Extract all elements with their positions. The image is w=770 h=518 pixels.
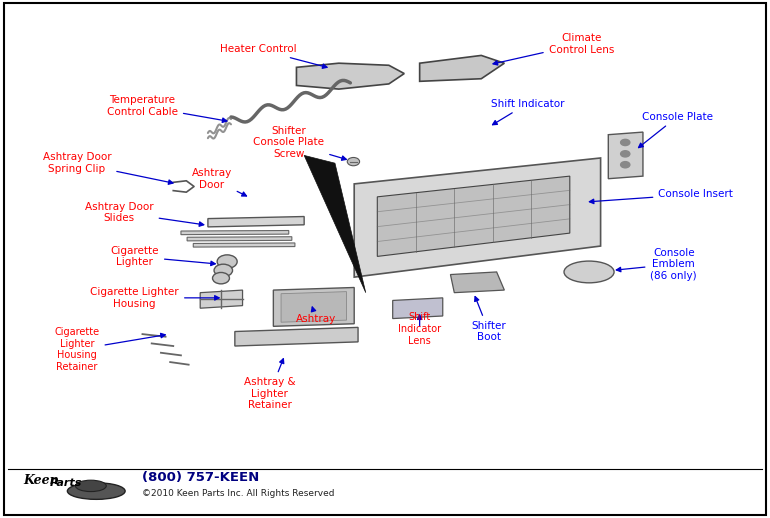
Polygon shape xyxy=(450,272,504,293)
Polygon shape xyxy=(420,55,504,81)
Polygon shape xyxy=(377,176,570,256)
Polygon shape xyxy=(187,237,292,241)
Circle shape xyxy=(214,264,233,277)
Ellipse shape xyxy=(564,261,614,283)
Text: Ashtray: Ashtray xyxy=(296,307,336,324)
Circle shape xyxy=(621,139,630,146)
Polygon shape xyxy=(193,243,295,247)
Polygon shape xyxy=(393,298,443,319)
Text: Ashtray &
Lighter
Retainer: Ashtray & Lighter Retainer xyxy=(243,358,296,410)
Polygon shape xyxy=(608,132,643,179)
Text: Cigarette
Lighter
Housing
Retainer: Cigarette Lighter Housing Retainer xyxy=(55,327,166,372)
Text: (800) 757-KEEN: (800) 757-KEEN xyxy=(142,471,259,484)
Polygon shape xyxy=(208,217,304,227)
Ellipse shape xyxy=(75,480,106,492)
Circle shape xyxy=(217,255,237,268)
Text: Cigarette Lighter
Housing: Cigarette Lighter Housing xyxy=(90,287,219,309)
Text: Console Plate: Console Plate xyxy=(638,111,713,148)
Circle shape xyxy=(621,162,630,168)
Text: Cigarette
Lighter: Cigarette Lighter xyxy=(111,246,216,267)
Polygon shape xyxy=(181,231,289,235)
Text: Temperature
Control Cable: Temperature Control Cable xyxy=(107,95,227,122)
Text: Shift
Indicator
Lens: Shift Indicator Lens xyxy=(398,312,441,346)
Text: Ashtray Door
Spring Clip: Ashtray Door Spring Clip xyxy=(42,152,173,184)
Polygon shape xyxy=(296,63,404,89)
Polygon shape xyxy=(354,158,601,277)
Text: Ashtray Door
Slides: Ashtray Door Slides xyxy=(85,202,204,226)
Polygon shape xyxy=(235,327,358,346)
Text: Shifter
Console Plate
Screw: Shifter Console Plate Screw xyxy=(253,126,346,160)
Text: Shifter
Boot: Shifter Boot xyxy=(471,296,507,342)
Text: ©2010 Keen Parts Inc. All Rights Reserved: ©2010 Keen Parts Inc. All Rights Reserve… xyxy=(142,488,335,498)
Text: Console
Emblem
(86 only): Console Emblem (86 only) xyxy=(616,248,697,281)
Ellipse shape xyxy=(68,483,125,499)
Text: Keen: Keen xyxy=(23,474,59,487)
Text: Parts: Parts xyxy=(50,478,82,488)
Text: Heater Control: Heater Control xyxy=(219,44,327,68)
Text: Console Insert: Console Insert xyxy=(589,189,733,204)
Polygon shape xyxy=(281,292,346,322)
Polygon shape xyxy=(304,155,366,293)
Polygon shape xyxy=(200,290,243,308)
Circle shape xyxy=(621,151,630,157)
Polygon shape xyxy=(273,287,354,326)
Text: Climate
Control Lens: Climate Control Lens xyxy=(493,33,614,65)
Text: Shift Indicator: Shift Indicator xyxy=(490,98,564,125)
Circle shape xyxy=(347,157,360,166)
Circle shape xyxy=(213,272,229,284)
Text: Ashtray
Door: Ashtray Door xyxy=(192,168,246,196)
